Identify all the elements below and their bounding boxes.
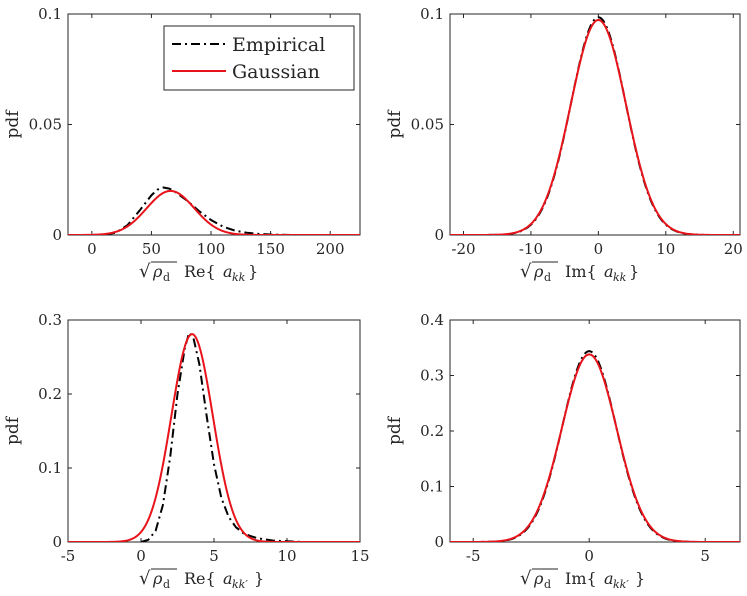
closing-brace: }: [254, 569, 264, 588]
x-tick-label: 5: [700, 547, 710, 565]
series-line-empirical: [450, 350, 740, 542]
y-tick-label: 0.3: [38, 311, 62, 329]
operator-text: Im{: [565, 569, 597, 588]
x-tick-label: 150: [256, 240, 285, 258]
chart-top-left: 0 50 100 150 200 0 0.05 0.1 pdf √ ρ d Re{ a kk} Empiric…: [3, 5, 361, 284]
x-tick-label: -5: [61, 547, 76, 565]
y-tick-label: 0: [52, 533, 62, 551]
x-tick-label: 0: [136, 547, 146, 565]
y-tick-label: 0.3: [420, 367, 444, 385]
x-tick-label: 50: [142, 240, 161, 258]
y-tick-label: 0: [434, 226, 444, 244]
legend-label-empirical: Empirical: [232, 34, 325, 56]
rho-symbol: ρ: [152, 569, 163, 588]
x-tick-label: 15: [350, 547, 369, 565]
variable-subscript: kk′: [232, 578, 248, 591]
series-line-empirical: [450, 16, 740, 235]
y-tick-label: 0: [52, 226, 62, 244]
series-line-gaussian: [450, 353, 740, 542]
x-tick-label: 0: [594, 240, 604, 258]
y-axis-label: pdf: [3, 109, 23, 139]
y-tick-label: 0.1: [38, 5, 62, 23]
sqrt-symbol: √: [520, 261, 532, 282]
y-tick-label: 0: [434, 533, 444, 551]
y-axis-label: pdf: [3, 415, 23, 445]
closing-brace: }: [635, 569, 645, 588]
legend-box: [163, 25, 355, 91]
operator-text: Re{: [184, 569, 216, 588]
rho-symbol: ρ: [533, 569, 544, 588]
legend-label-gaussian: Gaussian: [232, 61, 320, 83]
closing-brace: }: [629, 262, 639, 281]
y-tick-label: 0.1: [420, 478, 444, 496]
variable-a: a: [223, 569, 233, 588]
sqrt-symbol: √: [139, 261, 151, 282]
x-tick-label: -20: [451, 240, 475, 258]
x-tick-label: 0: [584, 547, 594, 565]
rho-symbol: ρ: [152, 262, 163, 281]
chart-bottom-right: -5 0 5 0 0.1 0.2 0.3 0.4 pdf √ ρ d Im{ a kk′}: [385, 311, 741, 591]
rho-subscript: d: [544, 271, 551, 284]
y-axis-label: pdf: [385, 415, 405, 445]
y-tick-label: 0.2: [38, 385, 62, 403]
sqrt-symbol: √: [139, 568, 151, 589]
variable-a: a: [604, 262, 614, 281]
y-tick-label: 0.05: [29, 116, 62, 134]
y-tick-label: 0.05: [411, 116, 444, 134]
closing-brace: }: [248, 262, 258, 281]
series-line-empirical: [140, 331, 317, 542]
x-tick-label: 10: [277, 547, 296, 565]
x-tick-label: 200: [316, 240, 345, 258]
variable-subscript: kk: [613, 271, 627, 284]
x-tick-label: -5: [466, 547, 481, 565]
series-line-empirical: [68, 186, 360, 235]
series-line-gaussian: [68, 189, 360, 235]
rho-subscript: d: [163, 578, 170, 591]
y-tick-label: 0.1: [38, 459, 62, 477]
variable-subscript: kk: [232, 271, 246, 284]
axes-frame: [449, 319, 741, 543]
rho-symbol: ρ: [533, 262, 544, 281]
x-tick-label: 0: [87, 240, 97, 258]
x-tick-label: 5: [209, 547, 219, 565]
x-tick-label: 10: [656, 240, 675, 258]
chart-top-right: -20 -10 0 10 20 0 0.05 0.1 pdf √ ρ d Im{ a kk}: [385, 5, 743, 284]
y-axis-label: pdf: [385, 109, 405, 139]
x-tick-label: -10: [519, 240, 543, 258]
operator-text: Re{: [184, 262, 216, 281]
rho-subscript: d: [163, 271, 170, 284]
sqrt-symbol: √: [520, 568, 532, 589]
variable-subscript: kk′: [613, 578, 629, 591]
y-tick-label: 0.4: [420, 311, 444, 329]
operator-text: Im{: [565, 262, 597, 281]
x-axis-label: √ ρ d Re{ a kk′}: [139, 568, 264, 591]
x-axis-label: √ ρ d Re{ a kk}: [139, 261, 258, 284]
series-line-gaussian: [450, 18, 740, 235]
x-tick-label: 100: [197, 240, 226, 258]
y-tick-label: 0.1: [420, 5, 444, 23]
y-tick-label: 0.2: [420, 422, 444, 440]
series-line-gaussian: [68, 333, 360, 542]
axes-frame: [67, 319, 361, 543]
axes-frame: [449, 13, 741, 236]
x-axis-label: √ ρ d Im{ a kk′}: [520, 568, 645, 591]
x-axis-label: √ ρ d Im{ a kk}: [520, 261, 639, 284]
variable-a: a: [223, 262, 233, 281]
variable-a: a: [604, 569, 614, 588]
legend: Empirical Gaussian: [163, 25, 355, 91]
x-tick-label: 20: [724, 240, 743, 258]
rho-subscript: d: [544, 578, 551, 591]
